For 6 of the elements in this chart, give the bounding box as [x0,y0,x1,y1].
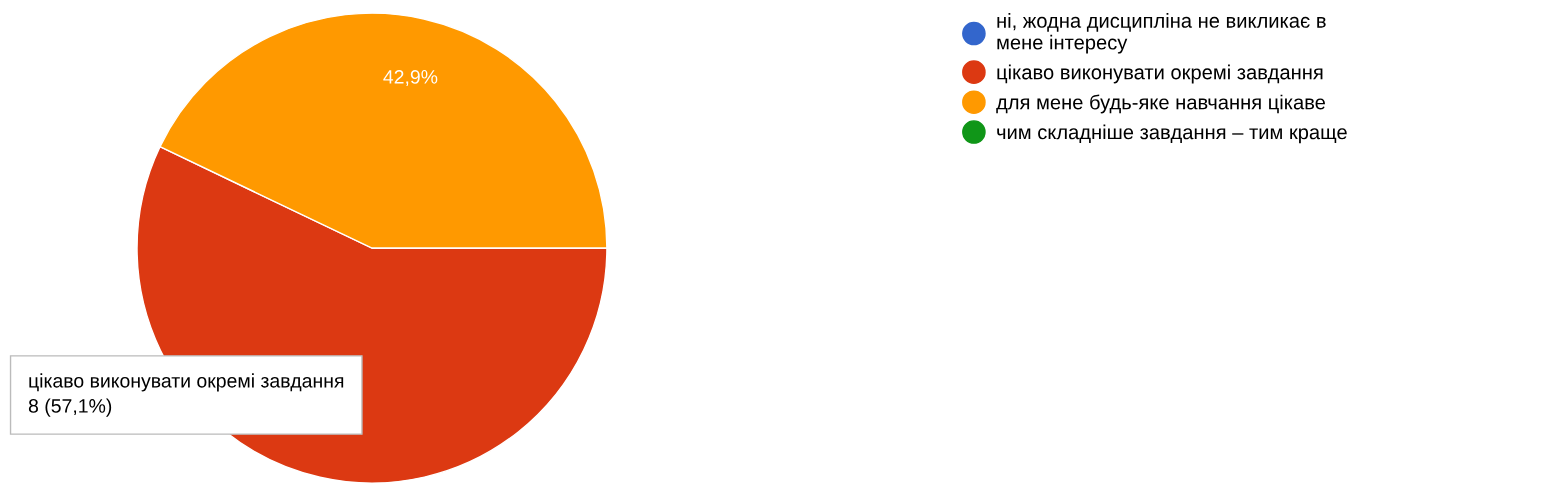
data-label: 42,9% [383,69,438,87]
legend-label: для мене будь-яке навчання цікаве [996,94,1325,114]
legend-label: цікаво виконувати окремі завдання [997,64,1323,84]
legend-label: чим складніше завдання – тим краще [997,124,1347,144]
text: цікаво виконувати окремі завдання 8 (57,1%) [28,373,344,417]
legend-label: ні, жодна дисципліна не викликає в мене інтересу [997,13,1326,54]
